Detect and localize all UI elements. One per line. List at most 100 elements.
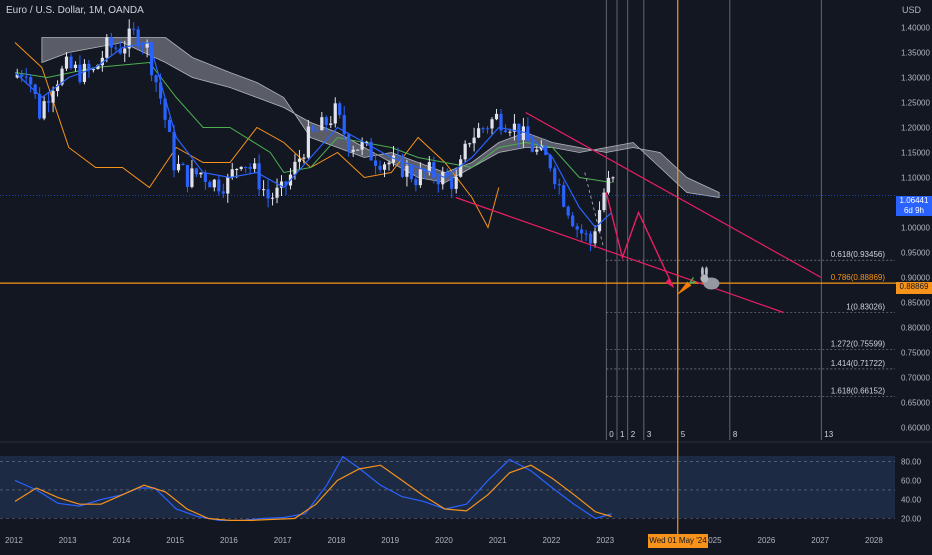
candle-body bbox=[105, 37, 109, 58]
price-tick-label: 1.40000 bbox=[901, 24, 930, 33]
candle-body bbox=[494, 113, 499, 120]
candle-body bbox=[512, 123, 517, 132]
candle-body bbox=[593, 231, 597, 244]
projection-path bbox=[605, 192, 675, 288]
candle-body bbox=[427, 162, 431, 173]
candle-body bbox=[333, 103, 337, 124]
candle-body bbox=[118, 48, 122, 54]
candle-body bbox=[445, 172, 449, 177]
time-tick-label: 2017 bbox=[274, 536, 292, 545]
fib-time-zone-label: 13 bbox=[824, 430, 833, 439]
time-tick-label: 2026 bbox=[758, 536, 776, 545]
candle-body bbox=[29, 76, 33, 85]
candle-body bbox=[136, 29, 140, 46]
candle-body bbox=[472, 137, 476, 144]
lagging-span-line bbox=[14, 42, 500, 229]
candle-body bbox=[306, 126, 310, 158]
candle-body bbox=[499, 113, 503, 131]
candle-body bbox=[535, 149, 539, 152]
price-tick-label: 0.90000 bbox=[901, 274, 930, 283]
time-tick-label: 2021 bbox=[489, 536, 507, 545]
price-tick-label: 1.20000 bbox=[901, 124, 930, 133]
candle-body bbox=[172, 131, 176, 171]
candle-body bbox=[123, 48, 127, 54]
oscillator-k-line bbox=[14, 455, 612, 522]
candle-body bbox=[87, 63, 91, 71]
candle-body bbox=[575, 226, 579, 230]
time-tick-label: 2019 bbox=[381, 536, 399, 545]
time-tick-label: 2014 bbox=[113, 536, 131, 545]
price-tick-label: 1.25000 bbox=[901, 99, 930, 108]
candle-body bbox=[163, 98, 167, 120]
candle-body bbox=[20, 74, 24, 77]
candle-body bbox=[436, 177, 440, 185]
last-price-value: 1.06441 bbox=[899, 196, 929, 205]
candle-body bbox=[226, 177, 230, 194]
candle-body bbox=[141, 45, 145, 48]
time-tick-label: 2022 bbox=[543, 536, 561, 545]
candle-body bbox=[297, 158, 302, 162]
candle-body bbox=[51, 91, 55, 103]
candle-body bbox=[324, 117, 328, 125]
candle-body bbox=[423, 169, 427, 173]
price-tick-label: 1.10000 bbox=[901, 174, 930, 183]
fib-level-label: 0.786(0.88869) bbox=[831, 273, 886, 282]
candle-body bbox=[91, 69, 95, 71]
candle-body bbox=[194, 168, 199, 175]
carrot-icon bbox=[676, 277, 696, 296]
candle-body bbox=[24, 76, 28, 78]
price-tick-label: 1.30000 bbox=[901, 74, 930, 83]
candle-body bbox=[302, 157, 306, 159]
candle-body bbox=[441, 172, 445, 185]
candle-body bbox=[82, 63, 87, 82]
price-tick-label: 0.75000 bbox=[901, 349, 930, 358]
candle-body bbox=[212, 179, 216, 188]
candle-body bbox=[64, 56, 69, 69]
last-price-tag: 1.06441 6d 9h bbox=[896, 196, 932, 216]
candle-body bbox=[409, 165, 414, 180]
candle-body bbox=[320, 117, 324, 131]
time-tick-label: 2025 bbox=[704, 536, 722, 545]
channel-inner-line bbox=[584, 172, 604, 248]
candle-body bbox=[553, 168, 557, 185]
candle-body bbox=[315, 130, 319, 132]
price-tick-label: 0.95000 bbox=[901, 249, 930, 258]
candle-body bbox=[208, 181, 212, 188]
fib-level-label: 1.414(0.71722) bbox=[831, 359, 886, 368]
candle-body bbox=[33, 84, 37, 94]
candle-body bbox=[548, 155, 552, 169]
candle-body bbox=[158, 82, 163, 99]
level-price-tag: 0.88869 bbox=[896, 282, 932, 294]
candle-body bbox=[275, 187, 279, 198]
oscillator-tick-label: 20.00 bbox=[901, 514, 922, 523]
candle-body bbox=[347, 134, 351, 152]
candle-body bbox=[261, 189, 266, 191]
candle-body bbox=[114, 47, 118, 49]
candle-body bbox=[405, 165, 409, 177]
candle-body bbox=[571, 215, 575, 227]
channel-lower-line bbox=[455, 196, 784, 314]
oscillator-tick-label: 60.00 bbox=[901, 476, 922, 485]
candle-body bbox=[396, 155, 400, 157]
candle-body bbox=[356, 149, 360, 151]
candle-body bbox=[248, 166, 252, 169]
fib-time-zone-label: 3 bbox=[647, 430, 652, 439]
candle-body bbox=[597, 210, 602, 232]
carrot-leaves bbox=[688, 277, 696, 285]
candle-body bbox=[584, 233, 588, 235]
time-tick-label: 2015 bbox=[166, 536, 184, 545]
candle-body bbox=[418, 169, 422, 186]
candle-body bbox=[270, 197, 275, 199]
candle-body bbox=[454, 176, 458, 189]
candle-body bbox=[132, 28, 136, 30]
candle-body bbox=[127, 28, 131, 49]
time-tick-label: 2016 bbox=[220, 536, 238, 545]
candle-body bbox=[508, 131, 512, 133]
candle-body bbox=[521, 126, 525, 140]
candle-body bbox=[181, 163, 185, 166]
time-tick-label: 2023 bbox=[596, 536, 614, 545]
candle-body bbox=[15, 74, 19, 78]
time-tick-label: 2028 bbox=[865, 536, 883, 545]
candle-body bbox=[606, 177, 611, 193]
